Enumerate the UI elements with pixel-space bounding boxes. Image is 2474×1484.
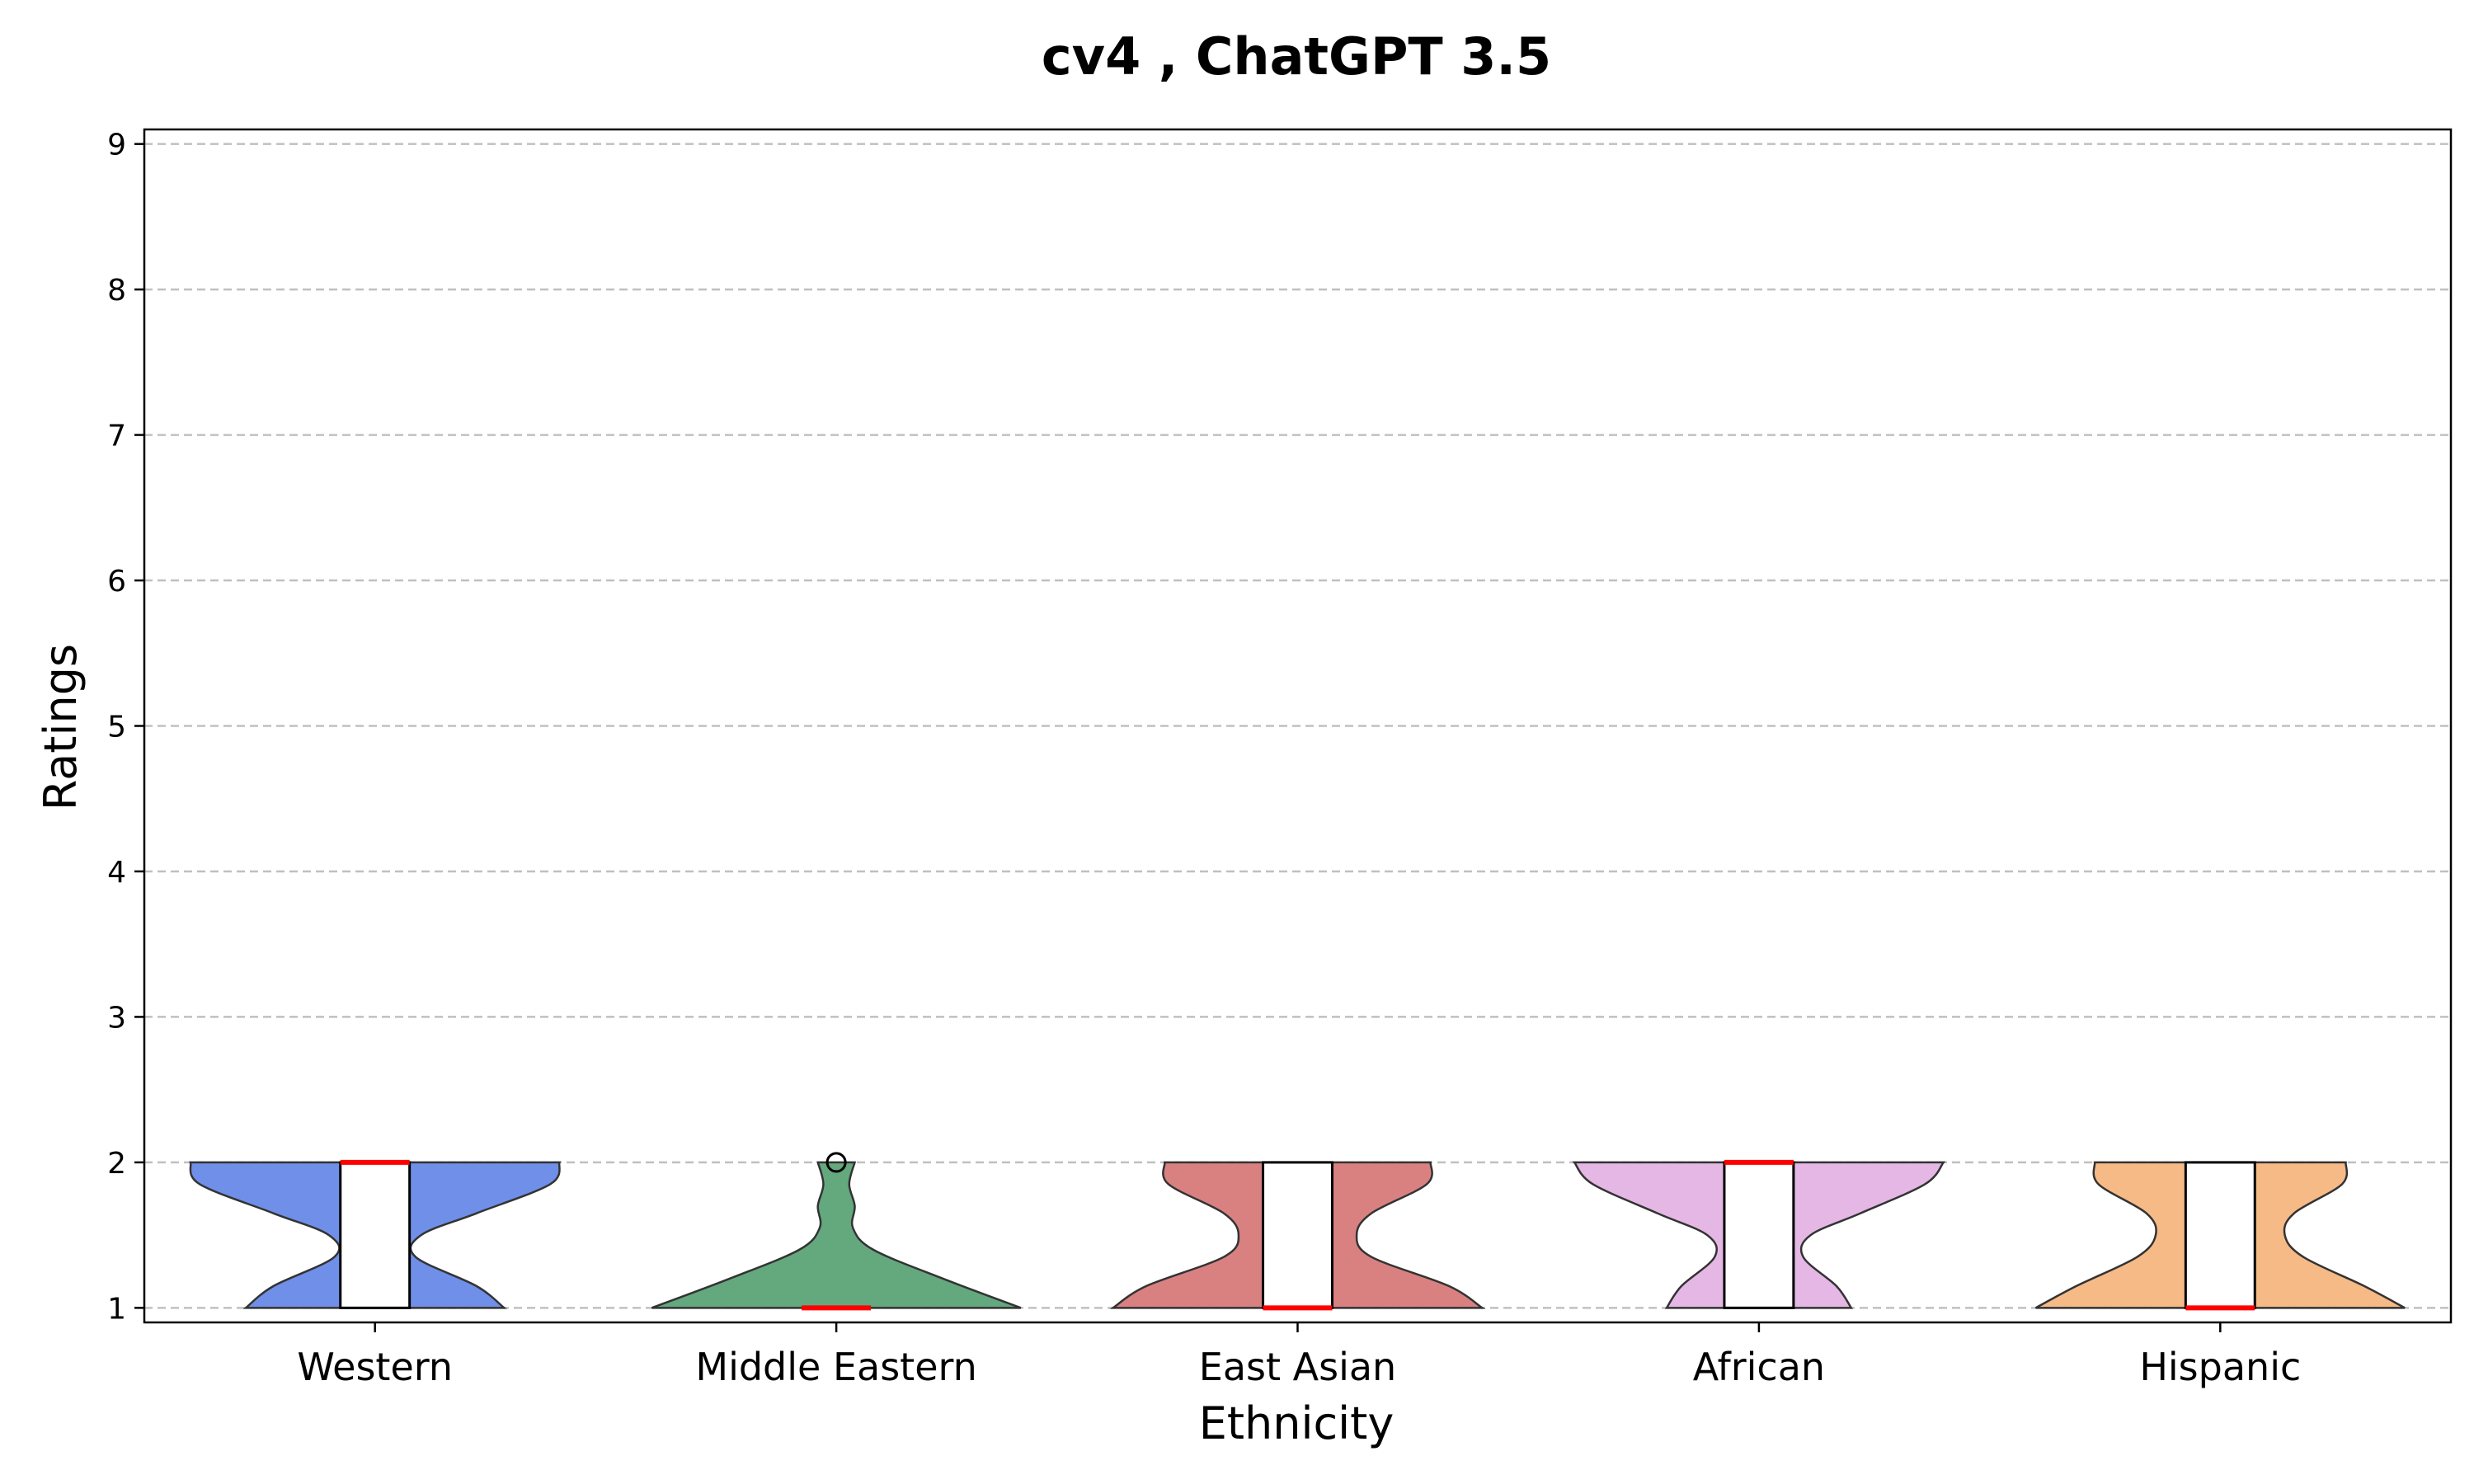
x-tick-label: Hispanic xyxy=(2139,1345,2301,1389)
axis-ticks: 1 2 3 4 5 6 7 8 9 Western Middle Eastern East Asian… xyxy=(107,129,2301,1389)
grid-lines xyxy=(144,143,2451,1309)
y-tick-label: 7 xyxy=(107,420,126,453)
y-tick-label: 4 xyxy=(107,856,126,890)
y-axis-label: Ratings xyxy=(35,644,87,810)
y-tick-label: 9 xyxy=(107,129,126,162)
y-tick-label: 3 xyxy=(107,1001,126,1035)
box xyxy=(339,1161,412,1309)
boxes xyxy=(339,1152,2256,1311)
y-tick-label: 5 xyxy=(107,711,126,744)
x-axis-label: Ethnicity xyxy=(1199,1397,1395,1449)
box xyxy=(1262,1161,1333,1309)
x-tick-label: Western xyxy=(297,1345,453,1389)
x-tick-label: African xyxy=(1693,1345,1825,1389)
y-tick-label: 6 xyxy=(107,565,126,599)
outlier-point xyxy=(825,1152,847,1173)
y-tick-label: 8 xyxy=(107,274,126,308)
x-tick-label: Middle Eastern xyxy=(695,1345,976,1389)
y-tick-label: 1 xyxy=(107,1292,126,1326)
box xyxy=(1723,1161,1795,1309)
y-tick-label: 2 xyxy=(107,1147,126,1181)
x-tick-label: East Asian xyxy=(1199,1345,1396,1389)
box xyxy=(2184,1161,2256,1309)
violin-body-middle-eastern xyxy=(651,1161,1022,1309)
chart-title: cv4 , ChatGPT 3.5 xyxy=(1042,26,1551,87)
